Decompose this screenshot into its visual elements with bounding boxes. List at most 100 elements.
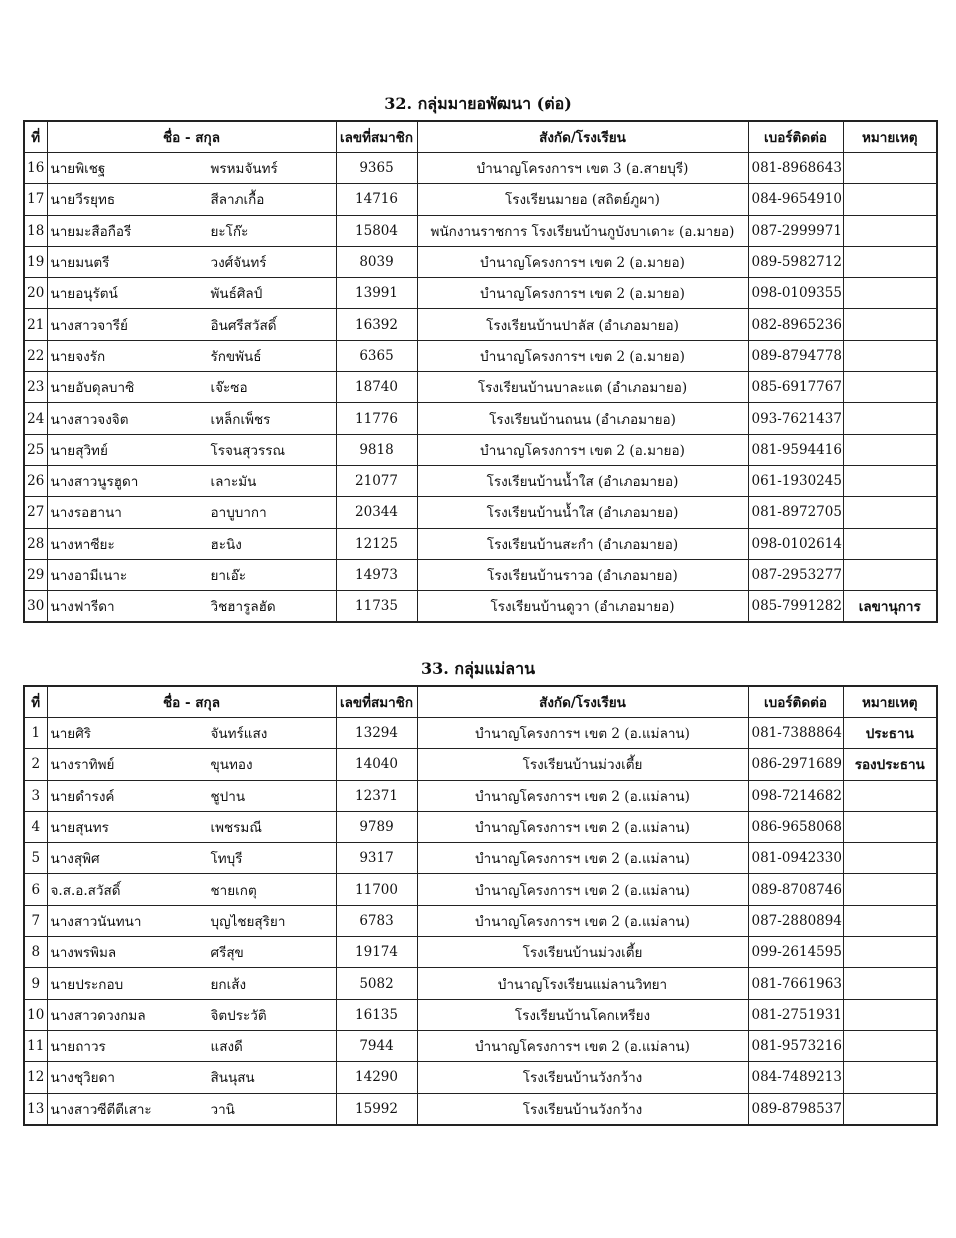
header-affiliation: สังกัด/โรงเรียน (416, 120, 749, 153)
row-number: 11 (23, 1029, 48, 1063)
member-name: นายศิริ จันทร์แสง (46, 716, 337, 750)
member-id: 9789 (335, 810, 418, 844)
member-name: นางสาวนูรฮูดา เลาะมัน (46, 464, 337, 498)
row-number: 25 (23, 433, 48, 466)
surname: โทบุรี (210, 851, 243, 868)
first-name: นางราทิพย์ (50, 757, 115, 774)
phone: 086-2971689 (747, 748, 844, 781)
member-name: นายจงรัก รักขพันธ์ (46, 339, 337, 373)
surname: บุญไชยสุริยา (210, 913, 286, 930)
table-row: 10 นางสาวดวงกมล จิตประวัติ 16135 โรงเรียนบ้า… (23, 998, 938, 1031)
row-number: 21 (23, 308, 48, 341)
member-name: นางฟารีดา วิชฮารูลฮัด (46, 590, 337, 623)
row-number: 27 (23, 496, 48, 529)
affiliation: บำนาญโครงการฯ เขต 2 (อ.แม่ลาน) (416, 842, 749, 875)
first-name: นางสุพิศ (50, 851, 100, 868)
note (842, 371, 938, 404)
header-phone: เบอร์ติดต่อ (747, 685, 844, 718)
first-name: นางหาซียะ (50, 536, 115, 553)
row-number: 23 (23, 371, 48, 404)
affiliation: โรงเรียนบ้านม่วงเตี้ย (416, 748, 749, 781)
member-id: 9365 (335, 151, 418, 185)
phone: 089-8708746 (747, 873, 844, 906)
surname: อาบูบากา (210, 505, 267, 522)
member-id: 9317 (335, 842, 418, 875)
row-number: 28 (23, 527, 48, 560)
row-number: 24 (23, 402, 48, 435)
member-name: นางหาซียะ ฮะนิง (46, 527, 337, 560)
first-name: นางฟารีดา (50, 599, 115, 616)
note (842, 464, 938, 498)
group-title-33: 33. กลุ่มแม่ลาน (420, 659, 536, 678)
surname: วงศ์จันทร์ (210, 255, 267, 272)
note (842, 1061, 938, 1094)
first-name: นางพรพิมล (50, 945, 117, 962)
affiliation: โรงเรียนบ้านดูวา (อำเภอมายอ) (416, 590, 749, 623)
table-row: 13 นางสาวซีตีตีเสาะ วานิ 15992 โรงเรียนบ้านว… (23, 1092, 938, 1126)
table-row: 6 จ.ส.อ.สวัสดิ์ ชายเกตุ 11700 บำนาญโครงการฯ … (23, 873, 938, 906)
surname: วานิ (210, 1101, 235, 1118)
affiliation: บำนาญโครงการฯ เขต 2 (อ.มายอ) (416, 433, 749, 466)
members-table-33: ที่ ชื่อ - สกุล เลขที่สมาชิก สังกัด/โรงเ… (23, 685, 938, 1126)
first-name: นายจงรัก (50, 348, 106, 365)
note (842, 339, 938, 373)
affiliation: โรงเรียนบ้านม่วงเตี้ย (416, 936, 749, 969)
first-name: นายมะสือกือรี (50, 223, 132, 240)
member-id: 14973 (335, 558, 418, 592)
member-name: นางสาวนันทนา บุญไชยสุริยา (46, 904, 337, 938)
affiliation: บำนาญโครงการฯ เขต 2 (อ.แม่ลาน) (416, 1029, 749, 1063)
first-name: นายสุวิทย์ (50, 442, 108, 459)
phone: 099-2614595 (747, 936, 844, 969)
header-member-id: เลขที่สมาชิก (335, 685, 418, 718)
member-name: นายพิเชฐ พรหมจันทร์ (46, 151, 337, 185)
table-row: 29 นางอามีเนาะ ยาเอ๊ะ 14973 โรงเรียนบ้านราวอ… (23, 558, 938, 592)
phone: 084-7489213 (747, 1061, 844, 1094)
table-row: 23 นายอับดุลบาซิ เจ๊ะซอ 18740 โรงเรียนบ้านบา… (23, 371, 938, 404)
note (842, 277, 938, 310)
row-number: 29 (23, 558, 48, 592)
table-row: 21 นางสาวจารีย์ อินศรีสวัสดิ์ 16392 โรงเรียน… (23, 308, 938, 341)
row-number: 26 (23, 464, 48, 498)
row-number: 20 (23, 277, 48, 310)
table-row: 20 นายอนุรัตน์ พันธ์ศิลป์ 13991 บำนาญโครงการ… (23, 277, 938, 310)
row-number: 12 (23, 1061, 48, 1094)
affiliation: บำนาญโครงการฯ เขต 2 (อ.แม่ลาน) (416, 716, 749, 750)
row-number: 19 (23, 245, 48, 279)
member-id: 16135 (335, 998, 418, 1031)
member-id: 12371 (335, 779, 418, 812)
table-row: 1 นายศิริ จันทร์แสง 13294 บำนาญโครงการฯ เขต … (23, 716, 938, 750)
member-name: นายมนตรี วงศ์จันทร์ (46, 245, 337, 279)
member-id: 13294 (335, 716, 418, 750)
affiliation: โรงเรียนบ้านโคกเหรียง (416, 998, 749, 1031)
member-id: 11776 (335, 402, 418, 435)
phone: 061-1930245 (747, 464, 844, 498)
table-row: 5 นางสุพิศ โทบุรี 9317 บำนาญโครงการฯ เขต 2 (… (23, 842, 938, 875)
affiliation: บำนาญโครงการฯ เขต 2 (อ.มายอ) (416, 339, 749, 373)
member-name: นางชุวิยดา สินนุสน (46, 1061, 337, 1094)
table-row: 2 นางราทิพย์ ขุนทอง 14040 โรงเรียนบ้านม่วงเต… (23, 748, 938, 781)
table-row: 26 นางสาวนูรฮูดา เลาะมัน 21077 โรงเรียนบ้านน… (23, 464, 938, 498)
header-name: ชื่อ - สกุล (46, 685, 337, 718)
first-name: นายประกอบ (50, 976, 124, 993)
phone: 098-0109355 (747, 277, 844, 310)
row-number: 6 (23, 873, 48, 906)
table-row: 12 นางชุวิยดา สินนุสน 14290 โรงเรียนบ้านวังก… (23, 1061, 938, 1094)
phone: 084-9654910 (747, 183, 844, 216)
affiliation: โรงเรียนบ้านสะกำ (อำเภอมายอ) (416, 527, 749, 560)
member-id: 8039 (335, 245, 418, 279)
surname: ศรีสุข (210, 945, 244, 962)
row-number: 13 (23, 1092, 48, 1126)
first-name: นายสุนทร (50, 820, 109, 837)
affiliation: บำนาญโครงการฯ เขต 2 (อ.แม่ลาน) (416, 904, 749, 938)
row-number: 9 (23, 967, 48, 1000)
affiliation: บำนาญโครงการฯ เขต 3 (อ.สายบุรี) (416, 151, 749, 185)
member-name: นายดำรงค์ ชูปาน (46, 779, 337, 812)
member-id: 15804 (335, 214, 418, 247)
surname: วิชฮารูลฮัด (210, 599, 276, 616)
member-name: นายมะสือกือรี ยะโก๊ะ (46, 214, 337, 247)
phone: 081-0942330 (747, 842, 844, 875)
note (842, 151, 938, 185)
member-id: 13991 (335, 277, 418, 310)
table-row: 16 นายพิเชฐ พรหมจันทร์ 9365 บำนาญโครงการฯ เข… (23, 151, 938, 185)
surname: จิตประวัติ (210, 1007, 267, 1024)
